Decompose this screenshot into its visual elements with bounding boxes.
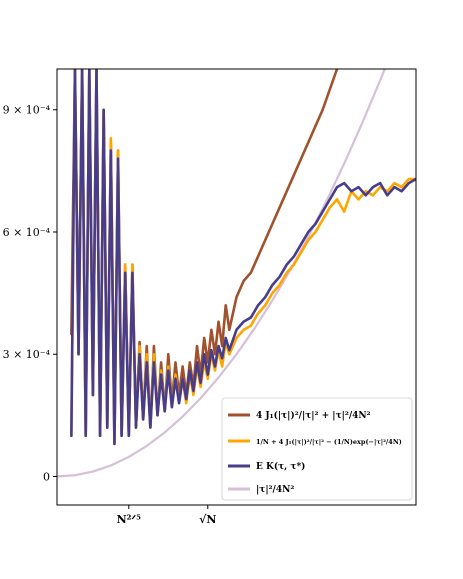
legend-items: 4 J₁(|τ|)²/|τ|² + |τ|²/4N² 1/N + 4 J₁(|τ|…: [228, 410, 402, 495]
series-layer: [57, 69, 416, 478]
y-tick-label: 9 × 10⁻⁴: [3, 104, 51, 117]
x-tick-label: √N: [199, 513, 216, 526]
y-tick-label: 3 × 10⁻⁴: [3, 348, 51, 361]
legend-label: 1/N + 4 J₁(|τ|)²/|τ|² − (1/N)exp(−|τ|²/4…: [256, 438, 402, 446]
series-line-2: [70, 69, 416, 446]
legend-label: 4 J₁(|τ|)²/|τ|² + |τ|²/4N²: [256, 410, 371, 421]
series-line-3: [57, 69, 386, 478]
legend-label: E K(τ, τ*): [256, 461, 305, 472]
x-tick-label: N²ᐟ⁵: [117, 513, 142, 526]
y-tick-label: 0: [43, 470, 50, 483]
legend-box: [221, 397, 413, 501]
legend-label: |τ|²/4N²: [256, 485, 294, 495]
y-axis: 0 3 × 10⁻⁴ 6 × 10⁻⁴ 9 × 10⁻⁴: [3, 104, 57, 483]
legend: 4 J₁(|τ|)²/|τ|² + |τ|²/4N² 1/N + 4 J₁(|τ|…: [221, 397, 413, 501]
x-axis: N²ᐟ⁵ √N: [117, 505, 216, 526]
y-tick-label: 6 × 10⁻⁴: [3, 226, 51, 239]
plot-frame: [56, 68, 417, 506]
